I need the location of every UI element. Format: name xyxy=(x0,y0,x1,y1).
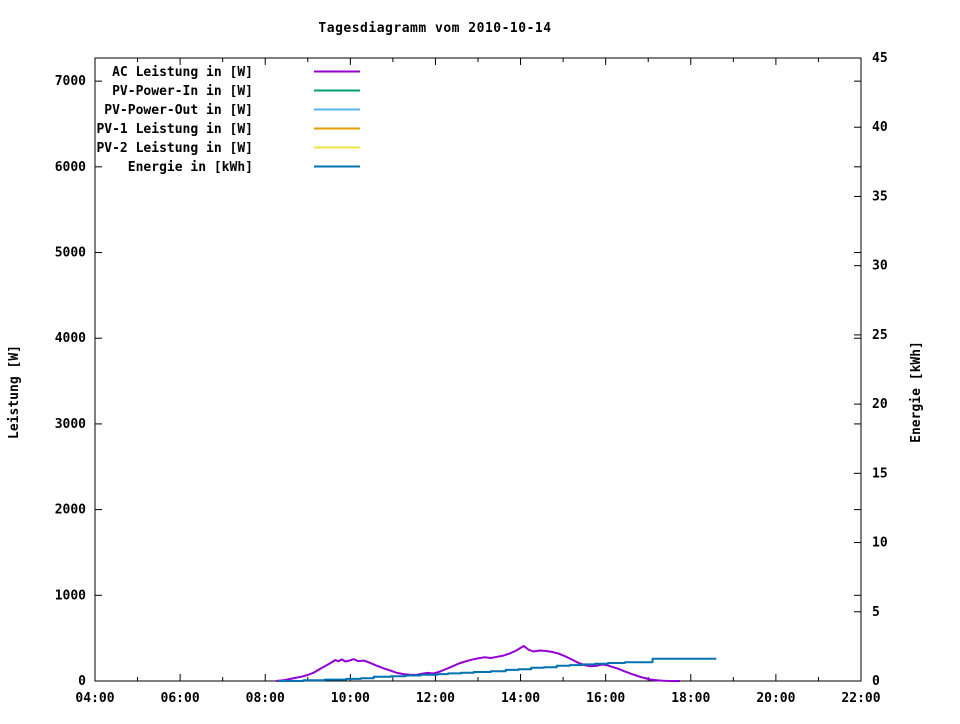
y-tick-label: 0 xyxy=(78,674,86,689)
legend-label-pv-2-leistung-in-w: PV-2 Leistung in [W] xyxy=(96,141,253,156)
y-axis-label: Leistung [W] xyxy=(7,345,22,439)
y-tick-label: 5000 xyxy=(55,246,86,261)
y2-tick-label: 0 xyxy=(872,674,880,689)
legend-label-pv-power-out-in-w: PV-Power-Out in [W] xyxy=(104,103,253,118)
x-tick-label: 08:00 xyxy=(246,691,285,706)
y-tick-label: 1000 xyxy=(55,588,86,603)
y2-axis-label: Energie [kWh] xyxy=(909,341,924,443)
y2-tick-label: 5 xyxy=(872,605,880,620)
x-tick-label: 20:00 xyxy=(756,691,795,706)
plot-area: 04:00 06:00 08:00 10:00 12:00 14:00 16:00 18:00… xyxy=(55,51,888,706)
y-tick-label: 2000 xyxy=(55,503,86,518)
y2-tick-label: 10 xyxy=(872,536,888,551)
y-tick-label: 3000 xyxy=(55,417,86,432)
y2-tick-label: 40 xyxy=(872,120,888,135)
x-tick-label: 10:00 xyxy=(331,691,370,706)
y-tick-label: 4000 xyxy=(55,331,86,346)
x-tick-label: 22:00 xyxy=(841,691,880,706)
chart-title: Tagesdiagramm vom 2010-10-14 xyxy=(318,21,551,36)
legend-label-energie-in-kwh: Energie in [kWh] xyxy=(128,160,253,175)
y2-tick-label: 25 xyxy=(872,328,888,343)
x-tick-label: 06:00 xyxy=(161,691,200,706)
x-tick-label: 18:00 xyxy=(671,691,710,706)
x-tick-label: 12:00 xyxy=(416,691,455,706)
y2-tick-label: 30 xyxy=(872,259,888,274)
y-tick-label: 7000 xyxy=(55,74,86,89)
legend-label-pv-1-leistung-in-w: PV-1 Leistung in [W] xyxy=(96,122,253,137)
x-tick-label: 16:00 xyxy=(586,691,625,706)
y2-tick-label: 35 xyxy=(872,189,888,204)
x-tick-label: 04:00 xyxy=(75,691,114,706)
x-tick-label: 14:00 xyxy=(501,691,540,706)
series-ac-leistung-in-w xyxy=(275,645,681,682)
legend-label-pv-power-in-in-w: PV-Power-In in [W] xyxy=(112,84,253,99)
legend-label-ac-leistung-in-w: AC Leistung in [W] xyxy=(112,65,253,80)
y2-tick-label: 20 xyxy=(872,397,888,412)
y2-tick-label: 15 xyxy=(872,466,888,481)
y-tick-label: 6000 xyxy=(55,160,86,175)
y2-tick-label: 45 xyxy=(872,51,888,66)
series-energie-in-kwh xyxy=(278,657,717,682)
